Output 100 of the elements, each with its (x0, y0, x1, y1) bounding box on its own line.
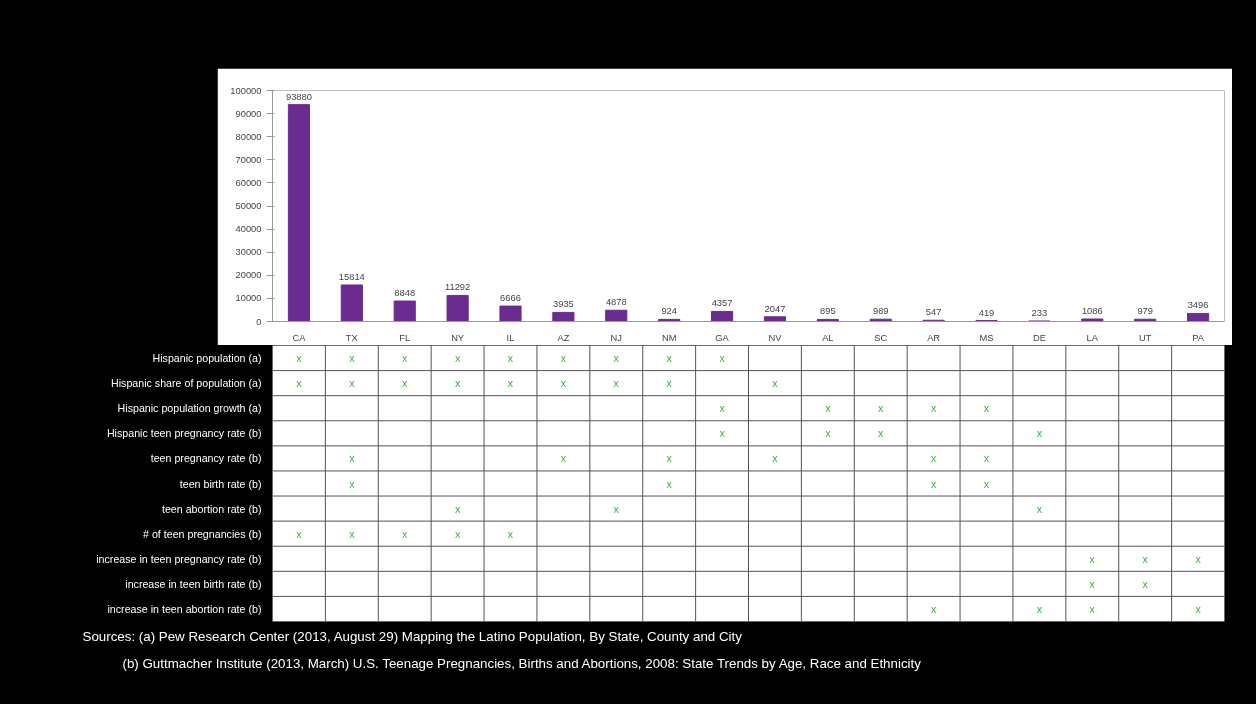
data-label: 233 (1031, 307, 1048, 318)
category-label: Hispanic population growth (a) (117, 402, 262, 415)
x-tick-label: FL (399, 332, 411, 343)
data-label: 979 (1137, 306, 1153, 317)
text: x (296, 527, 302, 540)
y-tick-label: 30000 (235, 247, 262, 258)
x-tick-label: PA (1192, 332, 1205, 343)
text: x (1089, 602, 1095, 615)
data-label: 419 (978, 307, 995, 318)
category-label: Hispanic teen pregnancy rate (b) (106, 427, 262, 440)
text: x (878, 402, 884, 415)
text: x (1036, 502, 1043, 515)
data-label: 8848 (394, 288, 416, 299)
text: x (507, 377, 514, 390)
text: x (560, 377, 567, 390)
x-tick-label: GA (715, 332, 730, 343)
x-tick-label: NV (768, 332, 783, 343)
x-tick-label: AL (822, 332, 834, 343)
text: x (402, 377, 408, 390)
text: x (719, 427, 725, 440)
text: x (666, 377, 672, 390)
category-label: # of teen pregnancies (b) (143, 527, 262, 540)
text: x (825, 402, 831, 415)
x-tick-label: IL (506, 332, 515, 343)
text: x (930, 402, 937, 415)
data-label: 1086 (1081, 305, 1103, 316)
text: x (1142, 577, 1148, 590)
text: x (930, 452, 937, 465)
y-tick-label: 90000 (235, 108, 262, 119)
text: x (930, 602, 937, 615)
y-tick-label: 100000 (230, 85, 262, 96)
text: x (454, 527, 461, 540)
text: x (772, 452, 778, 465)
x-tick-label: NY (451, 332, 465, 343)
x-tick-label: SC (874, 332, 888, 343)
x-tick-label: UT (1138, 332, 1152, 343)
text: x (349, 452, 355, 465)
category-label: teen birth rate (b) (179, 477, 262, 490)
text: x (560, 452, 567, 465)
text: x (560, 352, 567, 365)
text: (b) Guttmacher Institute (2013, March) U.S. Teenage Pregnancies, Births and Abortions, 2008: State Trends by Age, Race and Ethnicity (122, 655, 922, 671)
text: x (296, 352, 302, 365)
x-tick-label: TX (345, 332, 359, 343)
data-label: 15814 (338, 271, 365, 282)
y-tick-label: 10000 (235, 293, 262, 304)
text: x (719, 402, 725, 415)
category-label: increase in teen abortion rate (b) (107, 602, 262, 615)
data-label: 6666 (500, 293, 521, 304)
text: x (1195, 602, 1201, 615)
data-label: 895 (820, 306, 836, 317)
text: x (666, 352, 672, 365)
text: x (772, 377, 778, 390)
data-label: 547 (925, 307, 942, 318)
text: x (349, 527, 355, 540)
category-label: increase in teen pregnancy rate (b) (96, 552, 262, 565)
text: x (349, 352, 355, 365)
text: x (983, 402, 990, 415)
text: x (402, 527, 408, 540)
y-tick-label: 40000 (235, 224, 262, 235)
data-label: 3935 (553, 299, 574, 310)
x-tick-label: DE (1032, 332, 1046, 343)
data-label: 2047 (764, 303, 786, 314)
x-tick-label: NJ (610, 332, 622, 343)
y-tick-label: 0 (256, 316, 262, 327)
y-tick-label: 80000 (235, 131, 262, 142)
text: x (666, 452, 672, 465)
category-label: Hispanic share of population (a) (111, 377, 262, 390)
category-label: teen pregnancy rate (b) (150, 452, 262, 465)
text: x (507, 352, 514, 365)
y-tick-label: 20000 (235, 270, 262, 281)
text: x (1089, 552, 1095, 565)
data-label: 93880 (285, 91, 312, 102)
text: x (1036, 427, 1043, 440)
y-tick-label: 60000 (235, 177, 262, 188)
text: x (1089, 577, 1095, 590)
text: x (507, 527, 514, 540)
category-label: teen abortion rate (b) (161, 502, 262, 515)
data-label: 11292 (444, 282, 471, 293)
y-tick-label: 70000 (235, 154, 262, 165)
text: x (825, 427, 831, 440)
data-label: 924 (661, 306, 677, 317)
text: x (402, 352, 408, 365)
text: x (349, 477, 355, 490)
text: x (930, 477, 937, 490)
x-tick-label: AR (927, 332, 941, 343)
category-label: increase in teen birth rate (b) (125, 577, 262, 590)
text: x (1036, 602, 1043, 615)
text: x (613, 502, 619, 515)
text: x (454, 502, 461, 515)
text: x (349, 377, 355, 390)
text: x (454, 377, 461, 390)
x-tick-label: LA (1086, 332, 1099, 343)
text: x (1195, 552, 1201, 565)
x-tick-label: MS (979, 332, 994, 343)
text: x (719, 352, 725, 365)
data-label: 4878 (605, 297, 627, 308)
data-label: 989 (872, 306, 889, 317)
text: x (296, 377, 302, 390)
x-tick-label: AZ (557, 332, 570, 343)
text: x (454, 352, 461, 365)
